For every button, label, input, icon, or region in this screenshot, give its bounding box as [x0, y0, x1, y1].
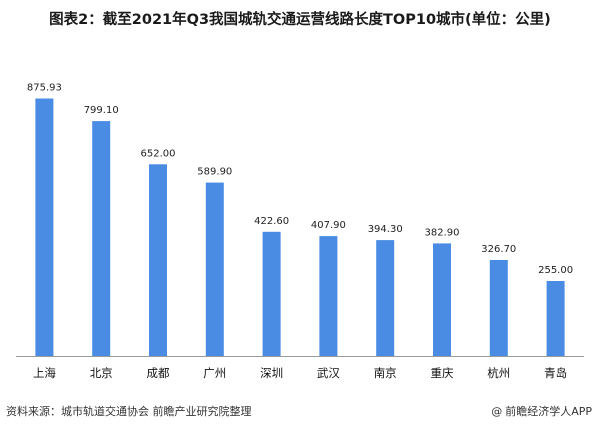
bar-0	[35, 98, 54, 356]
value-label-3: 589.90	[197, 167, 232, 178]
category-label-3: 广州	[203, 366, 226, 380]
value-label-5: 407.90	[311, 220, 346, 231]
bar-2	[149, 164, 167, 356]
category-label-2: 成都	[147, 366, 170, 380]
category-label-6: 南京	[374, 366, 397, 380]
bar-4	[262, 231, 281, 356]
category-label-5: 武汉	[317, 366, 340, 380]
credit-note: @ 前瞻经济学人APP	[491, 403, 592, 419]
credit-text: 前瞻经济学人APP	[505, 405, 592, 418]
bar-1	[92, 121, 111, 356]
category-label-8: 杭州	[487, 366, 510, 380]
category-labels-group: 上海 北京 成都 广州 深圳 武汉 南京 重庆 杭州 青岛	[33, 366, 567, 380]
category-label-7: 重庆	[431, 366, 454, 380]
value-label-4: 422.60	[254, 216, 289, 227]
source-note: 资料来源：城市轨道交通协会 前瞻产业研究院整理	[6, 405, 252, 418]
category-label-4: 深圳	[260, 366, 283, 380]
value-label-2: 652.00	[141, 148, 176, 159]
at-symbol: @	[491, 404, 503, 418]
value-label-8: 326.70	[481, 244, 516, 255]
value-labels-group: 875.93 799.10 652.00 589.90 422.60 407.90 394.…	[27, 83, 573, 277]
value-label-6: 394.30	[368, 224, 403, 235]
bar-3	[205, 182, 224, 356]
value-label-9: 255.00	[538, 265, 573, 276]
bar-9	[546, 281, 565, 356]
value-label-0: 875.93	[27, 83, 62, 94]
chart-title: 图表2：截至2021年Q3我国城轨交通运营线路长度TOP10城市(单位：公里)	[49, 12, 551, 28]
category-label-9: 青岛	[544, 366, 567, 380]
bar-5	[319, 236, 338, 356]
category-label-0: 上海	[33, 366, 56, 380]
bar-6	[376, 240, 395, 356]
bar-7	[433, 243, 451, 356]
value-label-7: 382.90	[425, 227, 460, 238]
bar-8	[489, 260, 508, 356]
value-label-1: 799.10	[84, 105, 119, 116]
category-label-1: 北京	[90, 366, 113, 380]
bars-group	[35, 98, 565, 356]
